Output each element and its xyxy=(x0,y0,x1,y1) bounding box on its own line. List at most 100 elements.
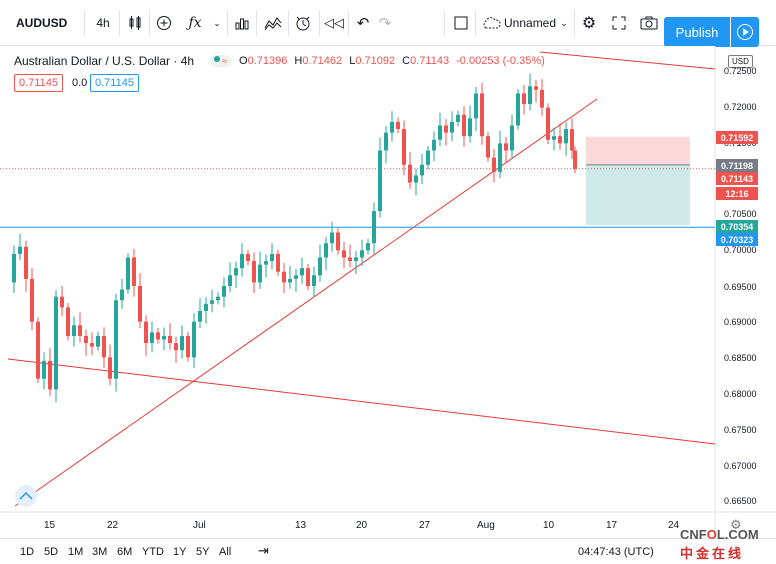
candle-body xyxy=(162,335,166,340)
candle-body xyxy=(30,278,34,322)
time-axis-label: 24 xyxy=(668,520,680,531)
time-axis-label: 17 xyxy=(606,520,618,531)
candle-body xyxy=(234,268,238,276)
gear-icon[interactable]: ⚙ xyxy=(730,517,742,532)
goto-date-icon[interactable]: ⇥ xyxy=(258,543,269,558)
sell-button[interactable]: 0.71145 xyxy=(14,74,63,92)
range-button-6m[interactable]: 6M xyxy=(117,546,133,558)
range-button-1m[interactable]: 1M xyxy=(68,546,84,558)
candle-body xyxy=(294,275,298,279)
candle-body xyxy=(468,118,472,137)
range-button-5d[interactable]: 5D xyxy=(44,546,59,558)
layout-name[interactable]: Unnamed xyxy=(504,16,557,30)
ohlc-values: O0.71396 H0.71462 L0.71092 C0.71143 -0.0… xyxy=(239,55,545,67)
candle-body xyxy=(402,129,406,165)
range-button-1d[interactable]: 1D xyxy=(20,546,35,558)
clock[interactable]: 04:47:43 (UTC) xyxy=(578,546,654,558)
play-icon[interactable] xyxy=(731,17,759,47)
divider xyxy=(348,10,349,36)
candle-body xyxy=(204,303,208,311)
candle-body xyxy=(138,286,142,322)
compare-icon[interactable] xyxy=(262,9,284,37)
select-layout-icon[interactable] xyxy=(451,9,471,37)
candle-body xyxy=(72,325,76,336)
candle-body xyxy=(144,321,148,344)
range-button-5y[interactable]: 5Y xyxy=(196,546,210,558)
candle-body xyxy=(78,325,82,336)
symbol-search[interactable]: AUDUSD xyxy=(16,16,68,30)
alert-icon[interactable] xyxy=(292,9,314,37)
fullscreen-icon[interactable] xyxy=(608,9,630,37)
time-axis-label: 20 xyxy=(356,520,368,531)
price-axis-label: 0.68000 xyxy=(724,389,757,399)
trend-line-upper xyxy=(539,51,716,70)
scroll-indicator xyxy=(15,485,37,507)
add-indicator-icon[interactable] xyxy=(153,9,175,37)
divider xyxy=(574,10,575,36)
candles-icon[interactable] xyxy=(124,9,146,37)
candle-body xyxy=(300,268,304,276)
candle-body xyxy=(342,250,346,258)
divider xyxy=(256,10,257,36)
candle-body xyxy=(198,310,202,322)
legend-title[interactable]: Australian Dollar / U.S. Dollar · 4h xyxy=(14,54,195,68)
candle-body xyxy=(366,243,370,251)
candle-body xyxy=(48,360,52,390)
chevron-down-icon[interactable]: ⌄ xyxy=(560,17,568,28)
redo-icon[interactable]: ↷ xyxy=(378,15,392,32)
candle-body xyxy=(354,257,358,262)
candle-body xyxy=(456,114,460,122)
candle-body xyxy=(114,300,118,379)
candle-body xyxy=(228,275,232,286)
time-axis-label: 27 xyxy=(419,520,431,531)
divider xyxy=(475,10,476,36)
time-axis-label: Jul xyxy=(193,520,206,531)
price-tag: 12:16 xyxy=(716,187,758,200)
candles xyxy=(12,73,577,403)
price-axis-label: 0.67000 xyxy=(724,461,757,471)
range-button-ytd[interactable]: YTD xyxy=(142,546,164,558)
chart-legend: Australian Dollar / U.S. Dollar · 4h ≈ O… xyxy=(14,54,549,68)
candle-body xyxy=(426,150,430,165)
candle-body xyxy=(504,143,508,151)
candle-body xyxy=(156,332,160,340)
candle-body xyxy=(420,164,424,176)
candle-body xyxy=(246,253,250,262)
camera-icon[interactable] xyxy=(638,9,660,37)
bar-chart-icon[interactable] xyxy=(231,9,253,37)
undo-icon[interactable]: ↶ xyxy=(356,15,370,32)
candle-body xyxy=(264,261,268,265)
price-chart[interactable] xyxy=(0,46,776,538)
candle-body xyxy=(288,278,292,283)
divider xyxy=(288,10,289,36)
candle-body xyxy=(414,175,418,183)
price-tag: 0.70354 xyxy=(716,220,758,233)
gear-icon[interactable]: ⚙ xyxy=(581,15,597,32)
price-axis-label: 0.67500 xyxy=(724,425,757,435)
candle-body xyxy=(330,232,334,244)
candle-body xyxy=(492,157,496,172)
candle-body xyxy=(462,114,466,137)
cloud-icon[interactable] xyxy=(480,9,502,37)
chevron-down-icon[interactable]: ⌄ xyxy=(213,17,221,28)
candle-body xyxy=(252,261,256,283)
take-profit-zone xyxy=(586,164,690,226)
candle-body xyxy=(534,86,538,90)
interval-button[interactable]: 4h xyxy=(96,16,110,30)
candle-body xyxy=(54,296,58,390)
range-button-3m[interactable]: 3M xyxy=(92,546,108,558)
fx-icon[interactable]: ƒx xyxy=(188,15,202,31)
price-axis-label: 0.66500 xyxy=(724,496,757,506)
candle-body xyxy=(510,125,514,151)
publish-button[interactable]: Publish xyxy=(664,17,730,47)
buy-button[interactable]: 0.71145 xyxy=(90,74,139,92)
candle-body xyxy=(120,289,124,301)
price-tag: 0.71592 xyxy=(716,131,758,144)
range-button-all[interactable]: All xyxy=(219,546,232,558)
candle-body xyxy=(324,243,328,258)
range-button-1y[interactable]: 1Y xyxy=(173,546,187,558)
replay-icon[interactable]: ◁◁ xyxy=(324,15,344,30)
divider xyxy=(444,10,445,36)
currency-label[interactable]: USD xyxy=(728,55,753,68)
candle-body xyxy=(558,136,562,144)
